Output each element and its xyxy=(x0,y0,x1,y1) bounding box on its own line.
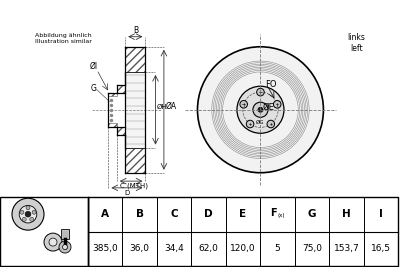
Circle shape xyxy=(12,198,44,230)
Text: F: F xyxy=(270,209,276,218)
Circle shape xyxy=(246,120,254,128)
Text: A: A xyxy=(101,209,109,219)
Text: 36,0: 36,0 xyxy=(130,244,150,253)
Circle shape xyxy=(26,206,30,210)
Bar xyxy=(0,197,88,266)
Circle shape xyxy=(30,217,34,221)
Text: 5: 5 xyxy=(274,244,280,253)
Bar xyxy=(117,85,125,93)
Bar xyxy=(125,47,146,72)
Bar xyxy=(108,93,117,96)
Circle shape xyxy=(59,241,71,253)
Text: G: G xyxy=(90,84,96,93)
Text: ate: ate xyxy=(221,112,297,154)
Bar xyxy=(117,127,125,135)
Circle shape xyxy=(253,102,268,117)
Text: ØG: ØG xyxy=(256,120,265,125)
Bar xyxy=(125,148,146,173)
Text: B: B xyxy=(136,209,144,219)
Text: 62,0: 62,0 xyxy=(199,244,218,253)
Text: (x): (x) xyxy=(278,213,285,218)
Bar xyxy=(61,229,69,239)
Text: ØI: ØI xyxy=(89,62,98,70)
Text: 385,0: 385,0 xyxy=(92,244,118,253)
Text: 16,5: 16,5 xyxy=(371,244,391,253)
Text: I: I xyxy=(379,209,383,219)
Text: 120,0: 120,0 xyxy=(230,244,256,253)
Text: B: B xyxy=(133,26,138,35)
Text: G: G xyxy=(308,209,316,219)
Circle shape xyxy=(267,120,275,128)
Text: FO: FO xyxy=(265,80,276,89)
Circle shape xyxy=(32,210,36,214)
Circle shape xyxy=(49,238,57,246)
Circle shape xyxy=(237,86,284,133)
Text: 75,0: 75,0 xyxy=(302,244,322,253)
Circle shape xyxy=(62,245,68,250)
Bar xyxy=(108,123,117,127)
Text: 153,7: 153,7 xyxy=(334,244,359,253)
Text: 24.0136-0113.2: 24.0136-0113.2 xyxy=(88,7,222,22)
Text: ØE: ØE xyxy=(263,103,275,112)
Text: 34,4: 34,4 xyxy=(164,244,184,253)
Text: ØA: ØA xyxy=(166,102,177,111)
Bar xyxy=(88,197,398,266)
Text: Abbildung ähnlich
Illustration similar: Abbildung ähnlich Illustration similar xyxy=(34,33,92,44)
Circle shape xyxy=(240,101,248,108)
Text: links
left: links left xyxy=(348,33,366,53)
Text: 436113: 436113 xyxy=(273,7,337,22)
Text: E: E xyxy=(240,209,246,219)
Circle shape xyxy=(20,210,24,214)
Bar xyxy=(125,72,146,148)
Text: ®: ® xyxy=(268,136,278,146)
Circle shape xyxy=(19,205,37,223)
Circle shape xyxy=(44,233,62,251)
Text: H: H xyxy=(342,209,351,219)
Text: C (MTH): C (MTH) xyxy=(120,183,148,189)
Circle shape xyxy=(25,211,31,217)
Circle shape xyxy=(257,88,264,96)
Text: ØH: ØH xyxy=(156,103,167,109)
Circle shape xyxy=(22,217,26,221)
Circle shape xyxy=(274,101,281,108)
Circle shape xyxy=(198,47,324,173)
Text: D: D xyxy=(204,209,213,219)
Text: C: C xyxy=(170,209,178,219)
Text: D: D xyxy=(124,190,130,195)
Circle shape xyxy=(258,107,263,112)
